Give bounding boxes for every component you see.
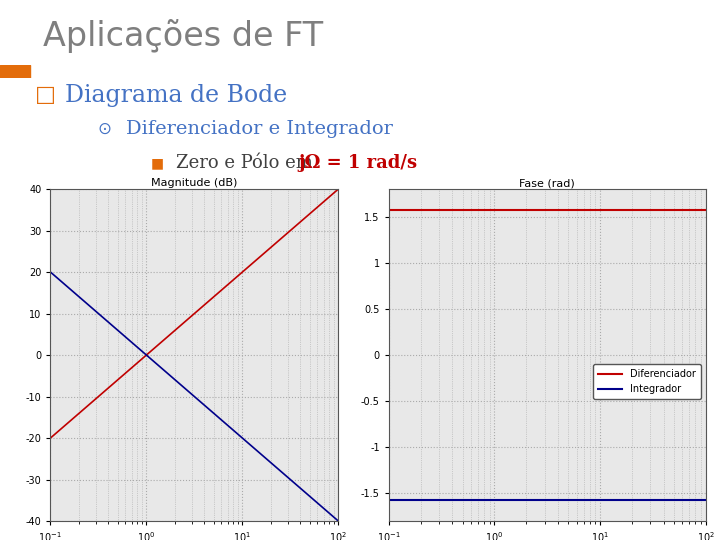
Title: Magnitude (dB): Magnitude (dB) bbox=[151, 178, 238, 188]
Text: Diferenciador e Integrador: Diferenciador e Integrador bbox=[126, 120, 393, 138]
Text: Diagrama de Bode: Diagrama de Bode bbox=[65, 84, 287, 107]
Bar bbox=[0, 65, 30, 78]
Text: ⊙: ⊙ bbox=[97, 120, 111, 138]
Legend: Diferenciador, Integrador: Diferenciador, Integrador bbox=[593, 364, 701, 399]
Text: jΩ = 1 rad/s: jΩ = 1 rad/s bbox=[299, 154, 418, 172]
Text: Aplicações de FT: Aplicações de FT bbox=[43, 19, 323, 52]
Text: □: □ bbox=[35, 85, 55, 105]
Title: Fase (rad): Fase (rad) bbox=[519, 178, 575, 188]
Text: ■: ■ bbox=[151, 157, 164, 170]
Text: Zero e Pólo em: Zero e Pólo em bbox=[176, 154, 319, 172]
